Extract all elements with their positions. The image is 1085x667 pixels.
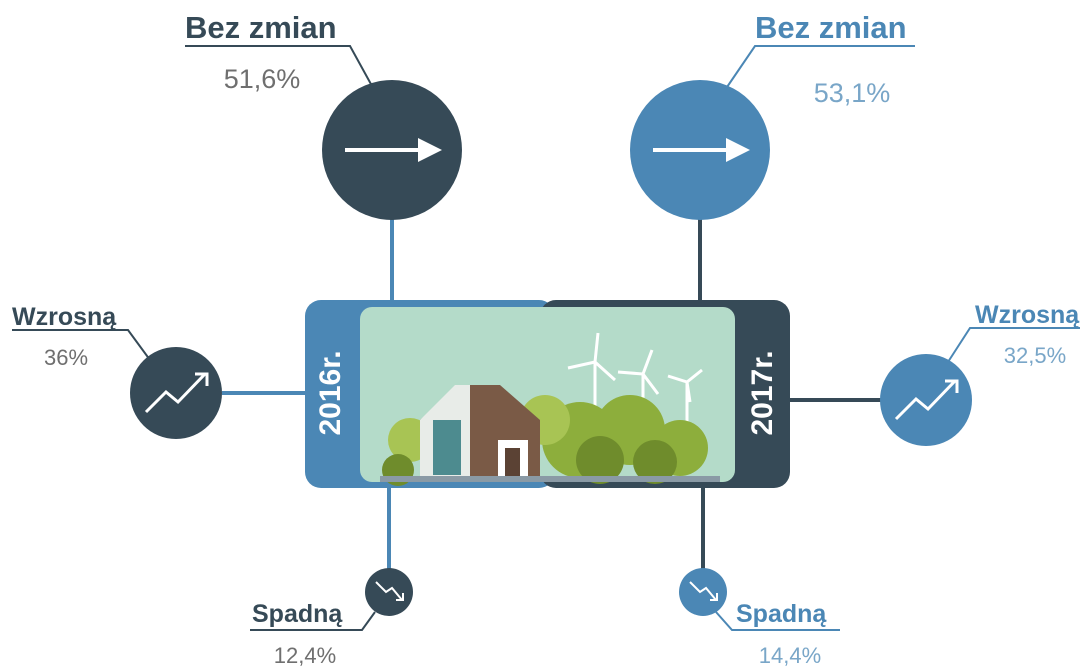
year-label: 2016r. [314,350,347,435]
value: 14,4% [759,643,821,667]
center-box [305,300,790,488]
value: 12,4% [274,643,336,667]
label: Bez zmian [185,10,337,45]
value: 53,1% [814,78,891,108]
label: Spadną [736,600,827,628]
label: Wzrosną [975,301,1080,329]
infographic: 2016r. 2017r. Bez zmian 51,6% Bez zmian … [0,0,1085,667]
label: Spadną [252,600,343,628]
value: 32,5% [1004,343,1066,368]
value: 36% [44,345,88,370]
label: Bez zmian [755,10,907,45]
value: 51,6% [224,64,301,94]
year-label: 2017r. [746,350,779,435]
label: Wzrosną [12,303,117,331]
